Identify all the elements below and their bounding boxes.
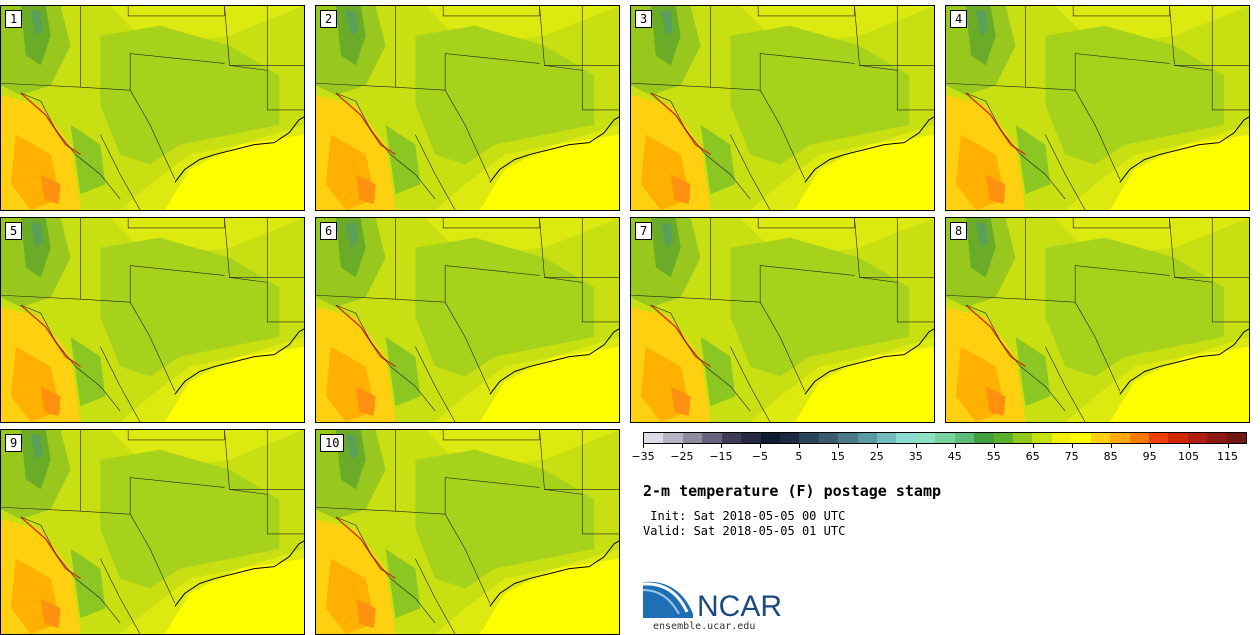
colorbar-segment <box>1168 433 1188 443</box>
colorbar-tick <box>1149 444 1151 448</box>
map-panel: 3 <box>630 5 935 211</box>
colorbar-tick-label: 55 <box>986 450 1001 463</box>
colorbar-segment <box>974 433 994 443</box>
colorbar-tick-label: −25 <box>670 450 694 463</box>
colorbar-tick <box>1188 444 1190 448</box>
colorbar-tick <box>954 444 956 448</box>
colorbar-tick-label: 15 <box>830 450 845 463</box>
colorbar-segment <box>915 433 936 443</box>
colorbar-tick <box>876 444 878 448</box>
colorbar-tick-label: 25 <box>869 450 884 463</box>
valid-time: Valid: Sat 2018-05-05 01 UTC <box>643 524 846 538</box>
map-panel: 4 <box>945 5 1250 211</box>
colorbar-tick-label: 35 <box>908 450 923 463</box>
colorbar-tick <box>1032 444 1034 448</box>
colorbar-segment <box>857 433 878 443</box>
panel-number-label: 7 <box>635 222 653 240</box>
colorbar-tick-label: 75 <box>1064 450 1079 463</box>
colorbar-tick-label: −35 <box>631 450 655 463</box>
colorbar-tick-label: 105 <box>1178 450 1200 463</box>
colorbar-tick <box>993 444 995 448</box>
colorbar-segment <box>935 433 955 443</box>
colorbar-segment <box>702 433 722 443</box>
panel-number-label: 1 <box>5 10 23 28</box>
colorbar-tick-label: 95 <box>1142 450 1157 463</box>
colorbar-segment <box>1226 433 1247 443</box>
colorbar-segment <box>993 433 1014 443</box>
colorbar-segment <box>663 433 683 443</box>
colorbar-segment <box>799 433 819 443</box>
colorbar-segment <box>1051 433 1072 443</box>
colorbar-tick-label: −5 <box>751 450 768 463</box>
colorbar-segment <box>877 433 897 443</box>
colorbar-segment <box>721 433 742 443</box>
colorbar-segment <box>1013 433 1033 443</box>
colorbar-tick <box>643 444 644 448</box>
colorbar-segment <box>838 433 858 443</box>
init-time: Init: Sat 2018-05-05 00 UTC <box>643 509 846 523</box>
colorbar-segment <box>741 433 761 443</box>
colorbar-tick <box>720 444 722 448</box>
ncar-logo: NCAR <box>643 581 782 622</box>
map-panel: 6 <box>315 217 620 423</box>
colorbar-segment <box>896 433 916 443</box>
colorbar-tick-label: 45 <box>947 450 962 463</box>
map-panel: 5 <box>0 217 305 423</box>
panel-number-label: 5 <box>5 222 23 240</box>
panel-number-label: 4 <box>950 10 968 28</box>
colorbar-tick-label: 5 <box>795 450 803 463</box>
colorbar-segment <box>1129 433 1149 443</box>
panel-number-label: 3 <box>635 10 653 28</box>
colorbar <box>643 432 1247 444</box>
colorbar-tick-label: −15 <box>709 450 733 463</box>
map-panel: 8 <box>945 217 1250 423</box>
page-title: 2-m temperature (F) postage stamp <box>643 482 942 500</box>
panel-number-label: 8 <box>950 222 968 240</box>
colorbar-segment <box>1032 433 1052 443</box>
map-panel: 7 <box>630 217 935 423</box>
colorbar-tick-label: 85 <box>1103 450 1118 463</box>
colorbar-segment <box>1187 433 1208 443</box>
logo-text: NCAR <box>697 590 782 622</box>
colorbar-tick <box>1227 444 1229 448</box>
map-panel: 9 <box>0 429 305 635</box>
panel-number-label: 6 <box>320 222 338 240</box>
colorbar-tick <box>1110 444 1112 448</box>
logo-url: ensemble.ucar.edu <box>653 621 756 632</box>
colorbar-segment <box>1071 433 1091 443</box>
colorbar-segment <box>1090 433 1111 443</box>
map-panel: 10 <box>315 429 620 635</box>
colorbar-tick <box>837 444 839 448</box>
map-panel: 1 <box>0 5 305 211</box>
map-panel: 2 <box>315 5 620 211</box>
colorbar-segment <box>954 433 975 443</box>
colorbar-tick <box>1071 444 1073 448</box>
panel-number-label: 2 <box>320 10 338 28</box>
panel-number-label: 9 <box>5 434 23 452</box>
colorbar-segment <box>682 433 703 443</box>
panel-number-label: 10 <box>320 434 345 452</box>
colorbar-tick-label: 65 <box>1025 450 1040 463</box>
colorbar-tick <box>915 444 917 448</box>
colorbar-segment <box>1148 433 1169 443</box>
colorbar-segment <box>1207 433 1227 443</box>
colorbar-tick-label: 115 <box>1217 450 1239 463</box>
colorbar-tick <box>681 444 683 448</box>
colorbar-segment <box>760 433 780 443</box>
colorbar-segment <box>818 433 839 443</box>
colorbar-tick <box>759 444 761 448</box>
colorbar-ticks: −35 −25 −15 −5 5 15 25 35 45 55 65 75 85 95 105 115 <box>631 444 1247 468</box>
colorbar-segment <box>1110 433 1130 443</box>
colorbar-tick <box>798 444 800 448</box>
colorbar-segment <box>779 433 800 443</box>
colorbar-segment <box>644 433 664 443</box>
